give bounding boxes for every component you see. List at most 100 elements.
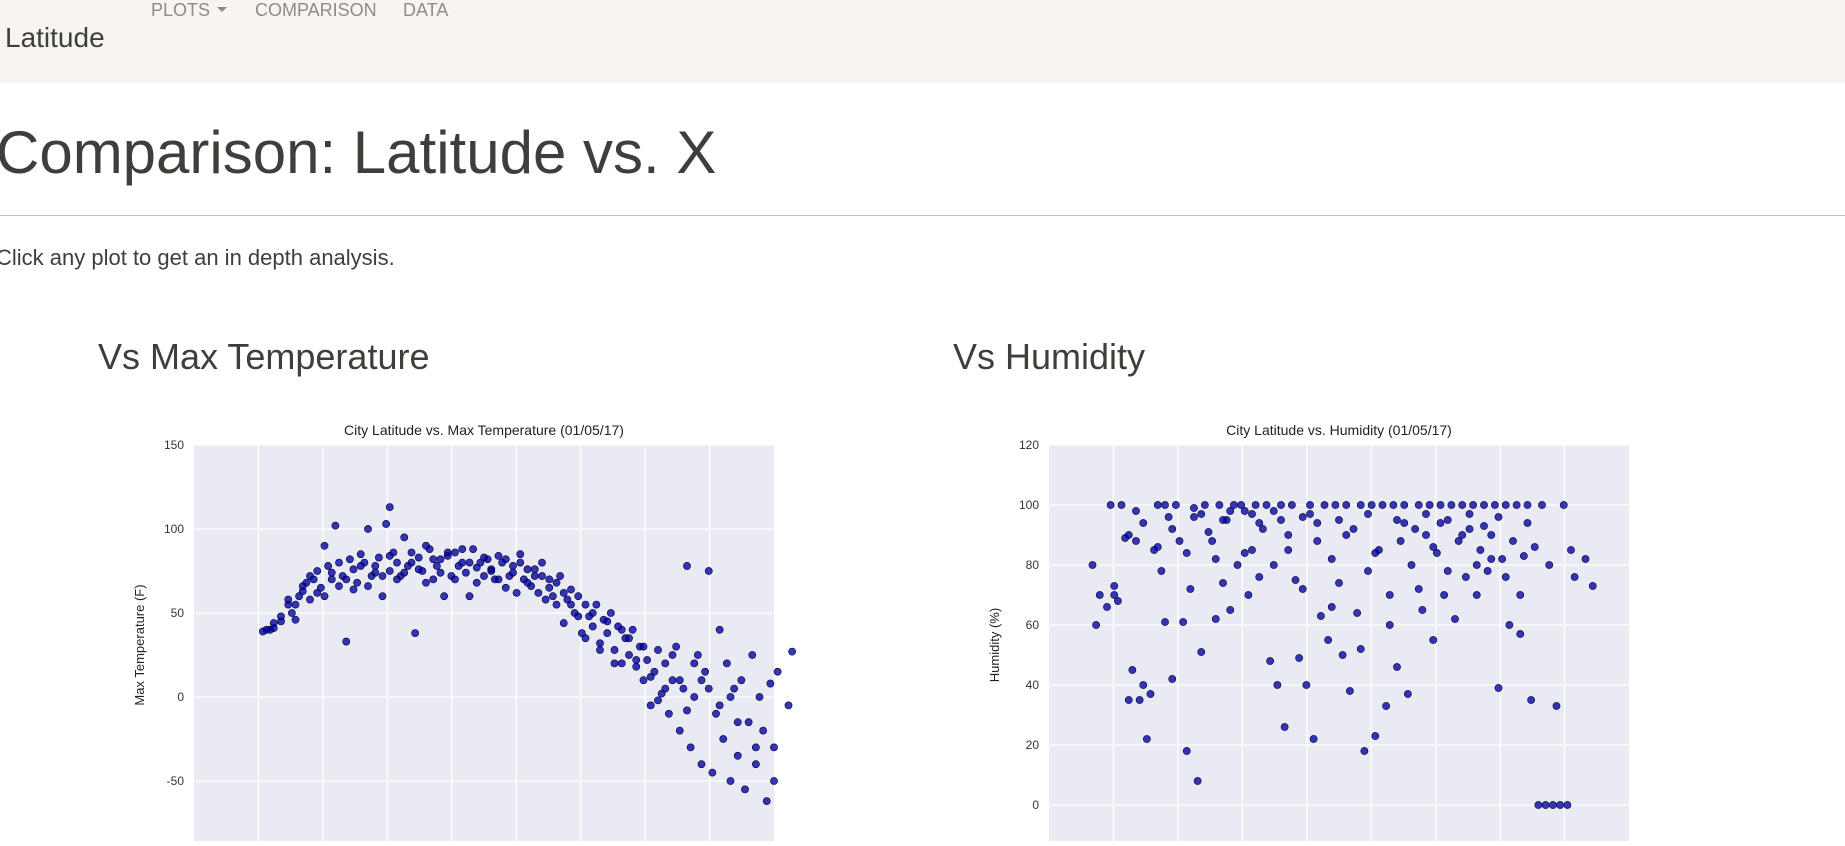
data-point — [1327, 603, 1336, 611]
data-point — [1157, 567, 1166, 575]
data-point — [1204, 528, 1213, 536]
data-points — [258, 503, 797, 806]
data-point — [1269, 561, 1278, 569]
data-point — [1298, 585, 1307, 593]
data-point — [541, 595, 550, 604]
data-point — [414, 553, 423, 562]
data-point — [1356, 645, 1365, 653]
data-point — [1570, 573, 1579, 581]
data-point — [675, 676, 684, 685]
data-point — [784, 701, 793, 710]
data-point — [287, 609, 296, 617]
data-point — [407, 548, 416, 557]
data-point — [1124, 531, 1133, 539]
data-point — [654, 696, 662, 705]
data-point — [331, 521, 340, 530]
y-tick-label: 60 — [1026, 618, 1040, 632]
data-point — [378, 572, 387, 580]
data-point — [1327, 555, 1336, 563]
data-point — [697, 676, 706, 685]
data-point — [1200, 501, 1209, 509]
data-point — [741, 785, 749, 794]
data-point — [291, 600, 300, 609]
data-point — [675, 726, 684, 735]
data-point — [1335, 579, 1343, 587]
data-point — [1345, 687, 1354, 695]
data-point — [1182, 747, 1191, 755]
nav-item-data[interactable]: DATA — [403, 0, 449, 20]
data-point — [1512, 501, 1521, 509]
data-point — [1501, 501, 1510, 509]
page-lead: Click any plot to get an in depth analys… — [0, 245, 395, 270]
data-point — [465, 558, 474, 567]
data-point — [1556, 801, 1565, 809]
data-point — [1403, 690, 1412, 698]
data-point — [668, 651, 677, 659]
data-point — [1237, 501, 1246, 509]
data-point — [1393, 516, 1401, 524]
data-point — [559, 619, 568, 627]
data-point — [385, 551, 394, 560]
data-point — [1103, 603, 1111, 611]
data-point — [1117, 501, 1126, 509]
data-point — [1110, 582, 1119, 590]
data-point — [632, 662, 641, 671]
data-point — [313, 588, 322, 597]
data-point — [1530, 543, 1539, 551]
data-point — [472, 578, 481, 587]
data-point — [1161, 618, 1169, 626]
data-point — [487, 567, 496, 575]
data-point — [1414, 585, 1423, 593]
data-point — [1451, 615, 1459, 623]
data-point — [610, 659, 619, 668]
data-point — [1197, 510, 1206, 518]
data-point — [298, 582, 307, 591]
data-point — [722, 659, 731, 668]
data-point — [371, 568, 380, 577]
data-point — [422, 578, 430, 587]
data-point — [1360, 747, 1369, 755]
data-point — [400, 533, 409, 542]
nav-item-comparison[interactable]: COMPARISON — [255, 0, 377, 20]
data-point — [1128, 666, 1137, 674]
data-point — [364, 582, 372, 591]
navbar: Latitude PLOTS COMPARISON DATA — [0, 0, 1845, 83]
data-point — [712, 709, 720, 718]
data-point — [1436, 519, 1445, 527]
data-point — [1153, 543, 1162, 551]
data-point — [1487, 555, 1496, 563]
data-point — [458, 558, 467, 567]
divider — [0, 215, 1845, 216]
data-point — [349, 565, 358, 574]
data-point — [1400, 501, 1409, 509]
data-point — [1266, 657, 1275, 665]
data-point — [1432, 549, 1441, 557]
data-point — [625, 651, 633, 659]
data-point — [625, 634, 633, 643]
data-point — [335, 558, 343, 567]
data-point — [581, 634, 590, 643]
y-tick-label: 40 — [1026, 678, 1040, 692]
data-point — [661, 659, 670, 668]
data-point — [1349, 525, 1358, 533]
nav-item-plots[interactable]: PLOTS — [151, 0, 228, 21]
data-point — [1378, 501, 1387, 509]
data-point — [545, 583, 554, 592]
data-point — [1367, 501, 1376, 509]
data-point — [327, 568, 336, 577]
data-point — [1407, 561, 1416, 569]
data-point — [480, 572, 488, 580]
data-point — [1132, 537, 1140, 545]
data-point — [693, 651, 702, 659]
data-point — [1284, 546, 1293, 554]
data-point — [679, 684, 688, 693]
data-point — [530, 572, 539, 580]
data-point — [291, 615, 300, 624]
data-point — [461, 568, 470, 577]
navbar-brand[interactable]: Latitude — [5, 22, 105, 53]
data-point — [606, 609, 615, 617]
data-point — [704, 684, 713, 693]
